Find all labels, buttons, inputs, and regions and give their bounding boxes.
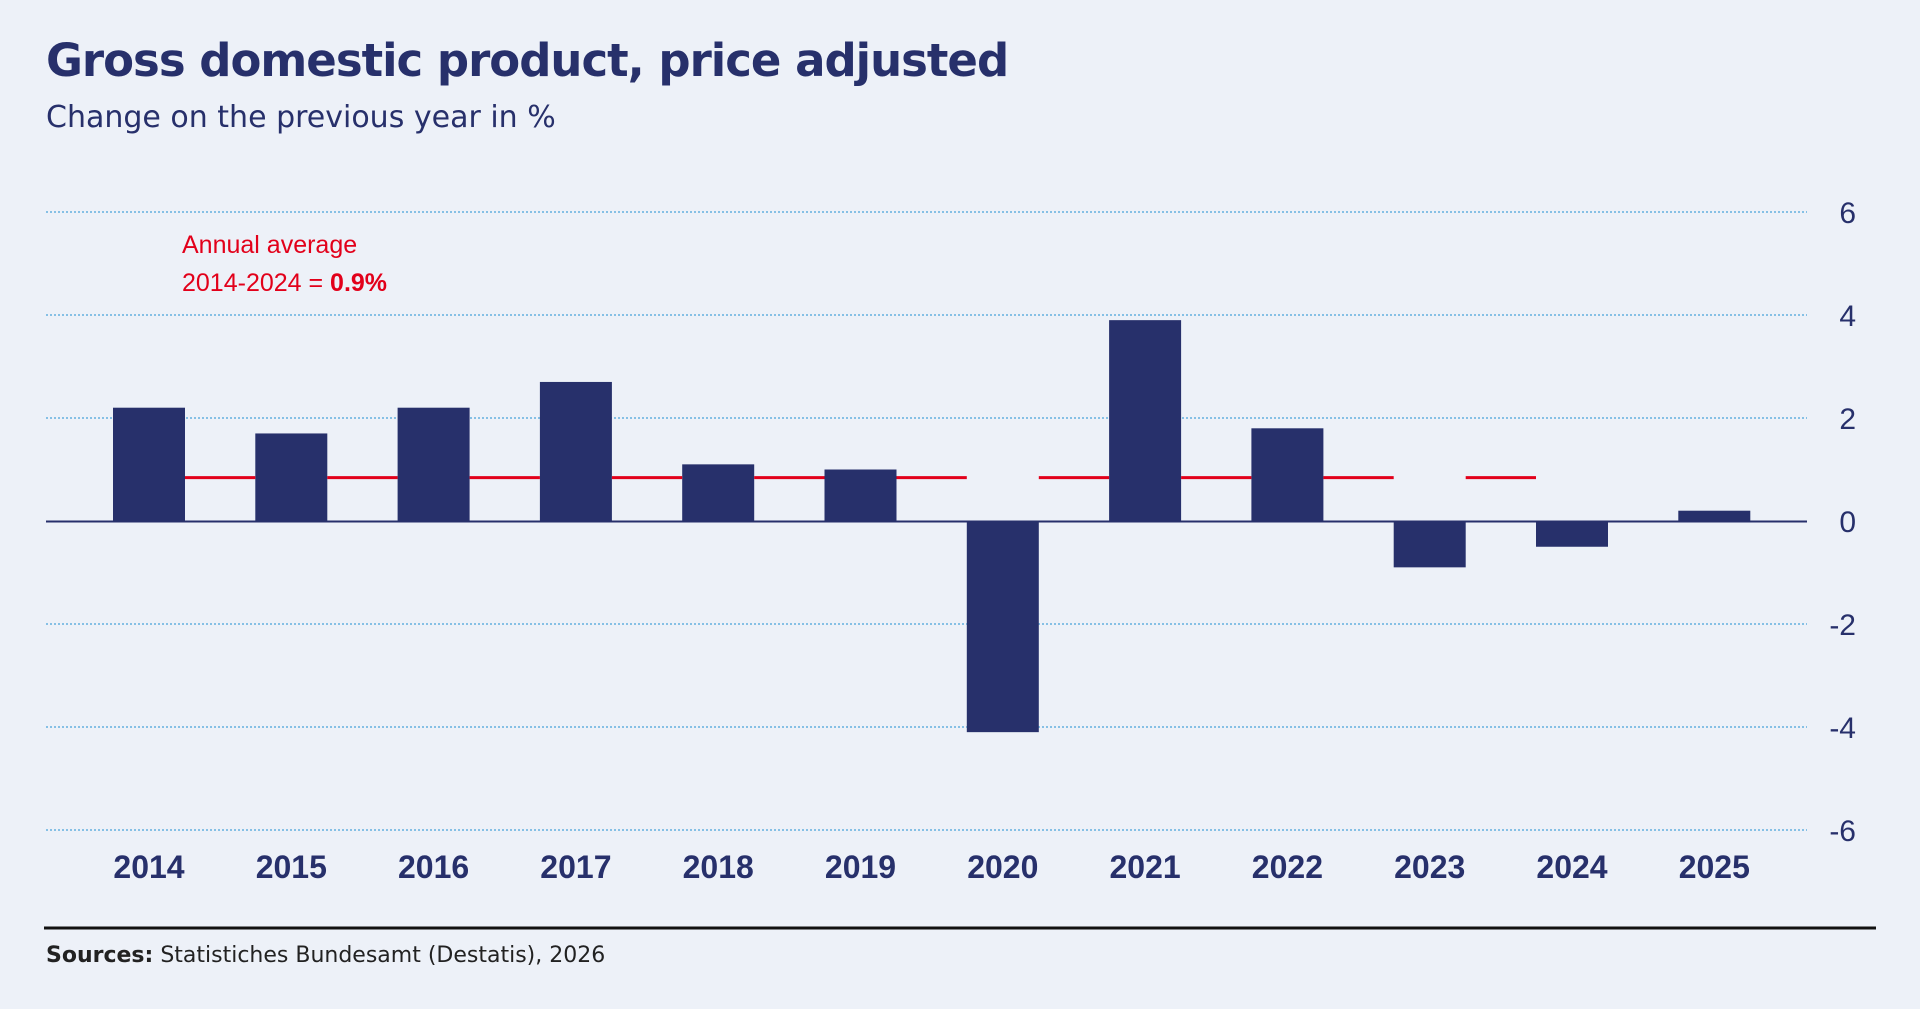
- bar-2016: [397, 407, 470, 521]
- chart-title: Gross domestic product, price adjusted: [46, 34, 1009, 87]
- x-tick-label: 2023: [1394, 849, 1465, 885]
- reference-label-range: 2014-2024 =: [182, 269, 330, 297]
- bar-2021: [1109, 320, 1182, 521]
- y-tick-label: -6: [1829, 815, 1856, 848]
- bar-2018: [682, 464, 755, 521]
- sources-text: Statistiches Bundesamt (Destatis), 2026: [153, 943, 606, 968]
- x-tick-label: 2014: [113, 849, 184, 885]
- bar-2014: [113, 407, 185, 521]
- y-tick-label: 4: [1839, 300, 1856, 333]
- sources-label: Sources:: [46, 943, 154, 968]
- x-tick-label: 2021: [1110, 849, 1181, 885]
- y-tick-label: -4: [1829, 712, 1856, 745]
- footer-sources: Sources: Statistiches Bundesamt (Destati…: [46, 943, 605, 968]
- bar-2020: [966, 521, 1039, 733]
- x-tick-label: 2016: [398, 849, 469, 885]
- y-tick-label: 2: [1839, 403, 1856, 436]
- bar-2017: [539, 381, 612, 521]
- bar-2023: [1393, 521, 1466, 568]
- chart-subtitle: Change on the previous year in %: [46, 100, 556, 135]
- y-tick-label: 6: [1839, 197, 1856, 230]
- x-tick-label: 2018: [683, 849, 754, 885]
- reference-label-line2: 2014-2024 = 0.9%: [182, 269, 387, 297]
- bar-2024: [1536, 521, 1608, 547]
- x-tick-label: 2024: [1536, 849, 1607, 885]
- reference-label-value: 0.9%: [330, 269, 387, 297]
- bar-2019: [824, 469, 897, 521]
- reference-label-line1: Annual average: [182, 231, 357, 259]
- x-tick-label: 2020: [967, 849, 1038, 885]
- y-tick-label: 0: [1839, 506, 1856, 539]
- bar-2015: [255, 433, 328, 521]
- bar-2022: [1251, 428, 1324, 521]
- x-tick-label: 2015: [256, 849, 327, 885]
- x-tick-label: 2022: [1252, 849, 1323, 885]
- x-tick-label: 2025: [1679, 849, 1750, 885]
- x-tick-label: 2017: [540, 849, 611, 885]
- y-tick-label: -2: [1829, 609, 1856, 642]
- x-tick-label: 2019: [825, 849, 896, 885]
- bar-2025: [1678, 510, 1751, 521]
